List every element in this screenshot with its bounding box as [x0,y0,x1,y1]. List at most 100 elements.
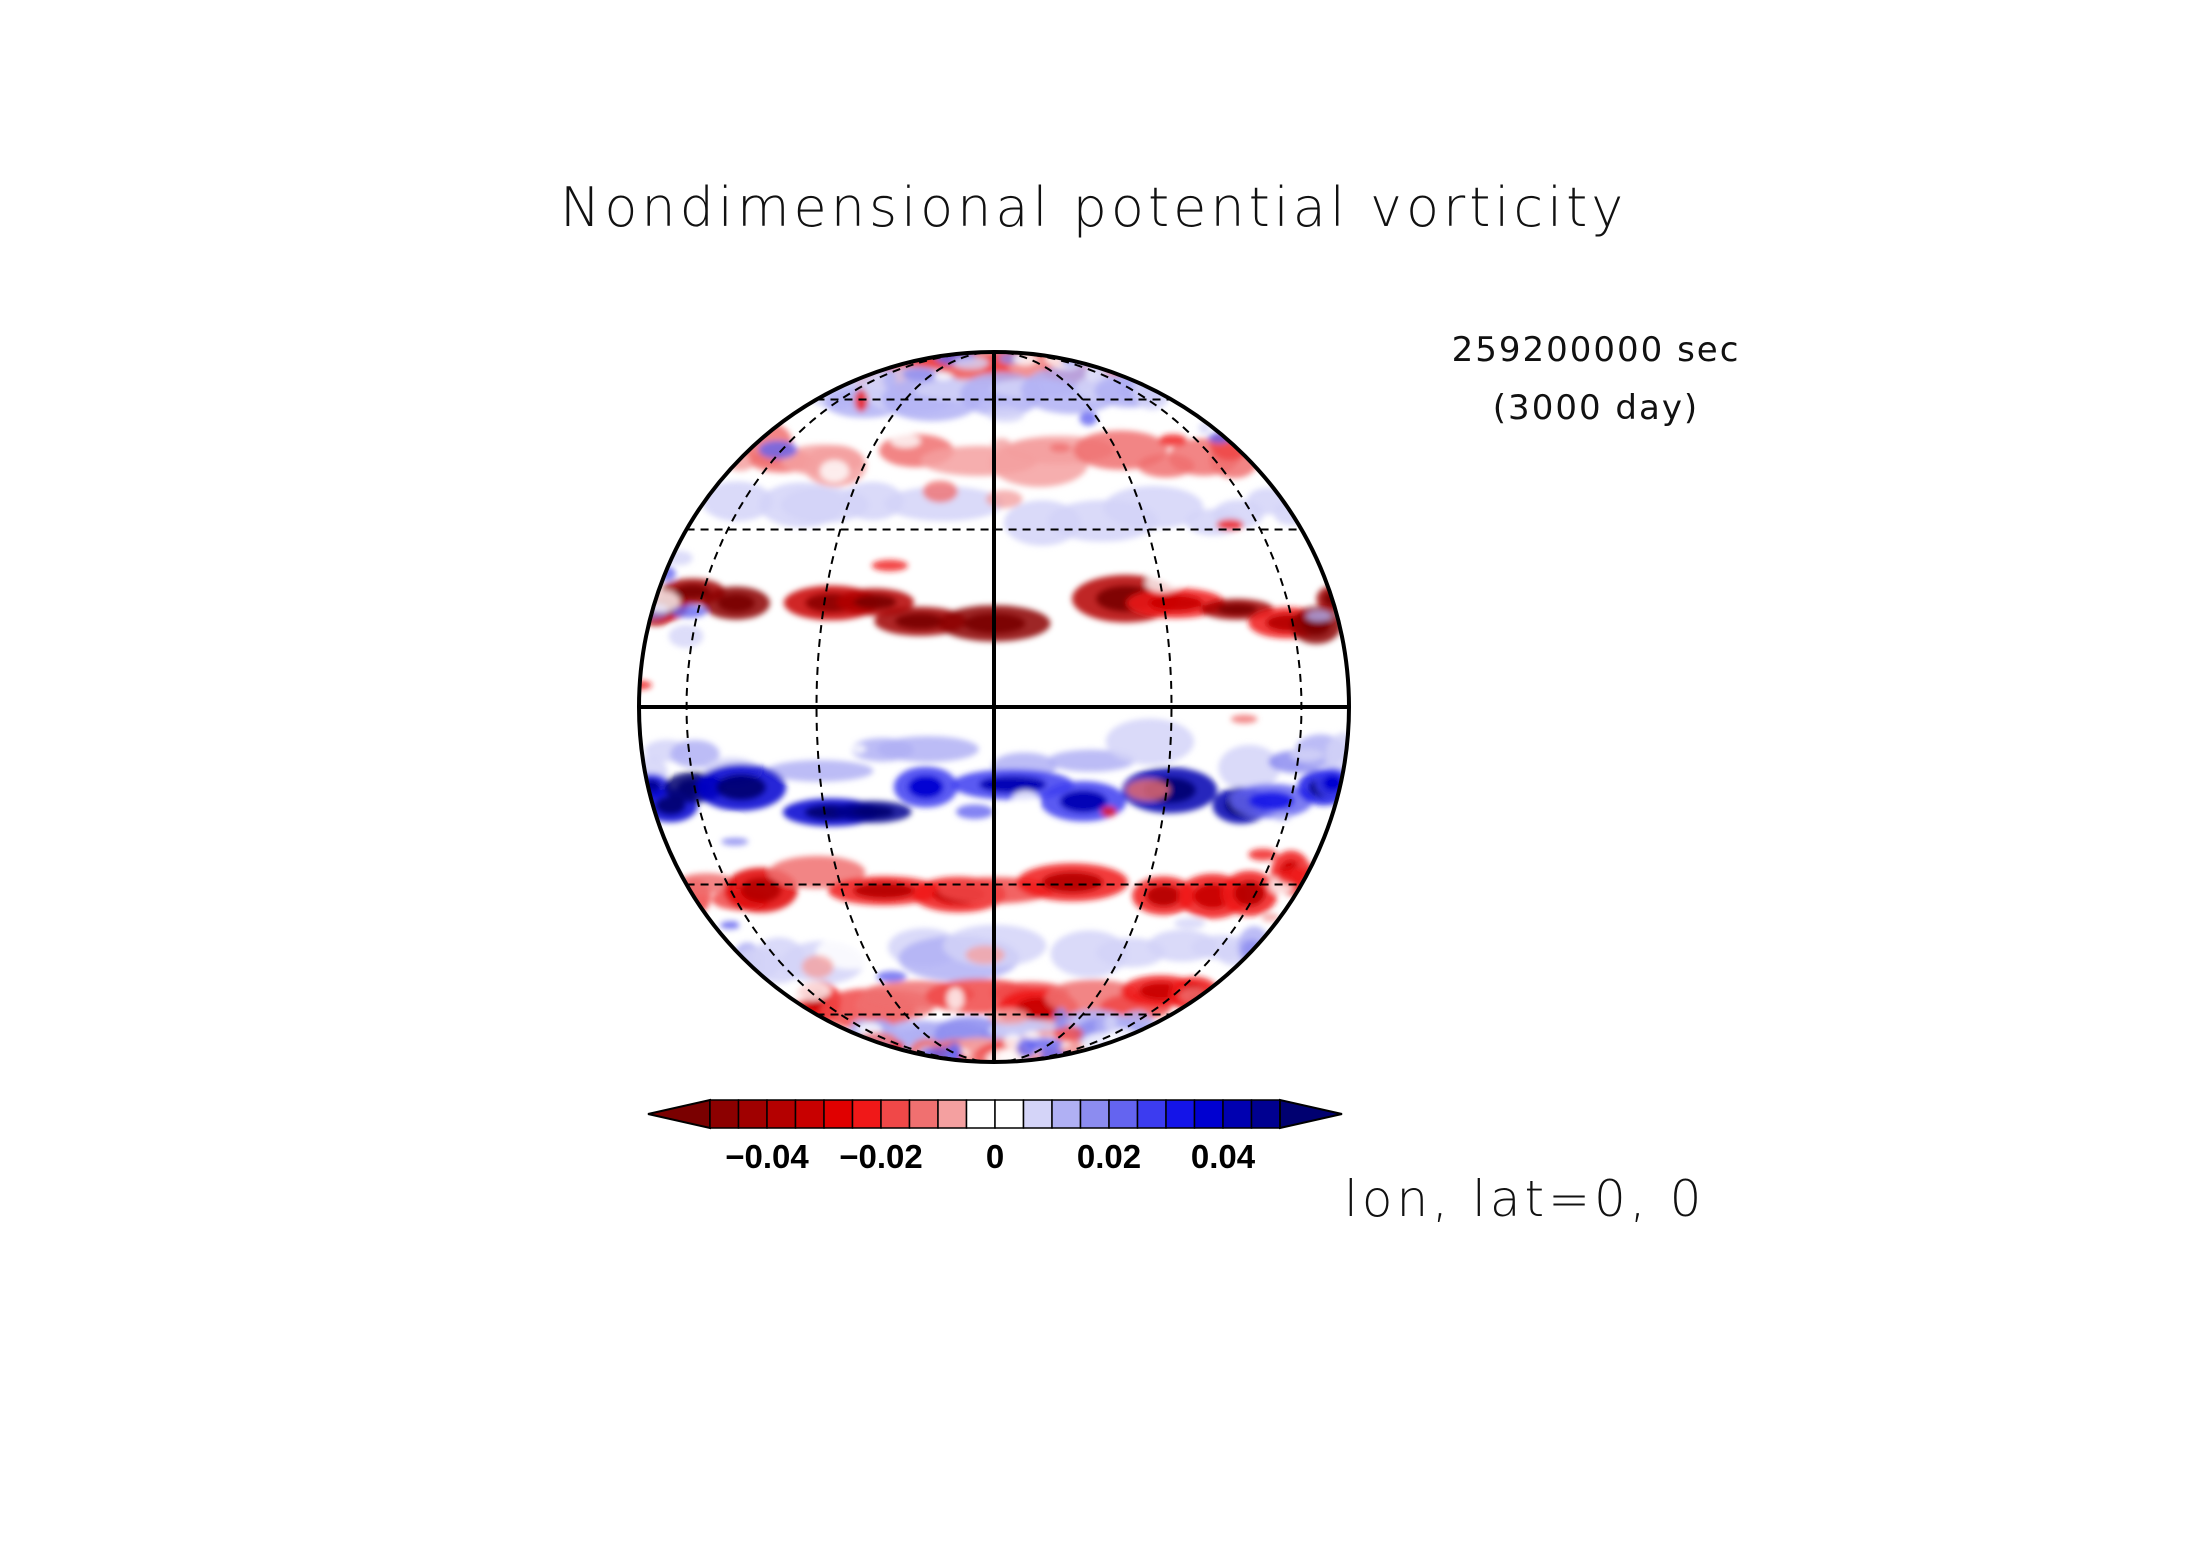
field-eddy [871,559,908,572]
colorbar-cell [908,1099,939,1129]
longitude-line [815,352,995,1062]
field-patch [676,873,736,894]
time-days-label: (3000 day) [1492,388,1700,428]
field-patch-core [908,775,944,799]
field-eddy [854,389,868,412]
projection-center-label: lon, lat=0, 0 [1344,1170,1706,1228]
field-eddy [1049,442,1071,453]
equator-meridian-lines [639,352,1349,1062]
field-eddy [1261,913,1280,922]
field-eddy [987,407,1025,423]
field-eddy [876,971,907,983]
colorbar-cell [1108,1099,1139,1129]
field-patch-core [979,776,1046,793]
colorbar-max-extend [1279,1098,1343,1130]
field-eddy [1013,676,1046,697]
colorbar-min-extend [647,1098,711,1130]
colorbar-cell [1079,1099,1110,1129]
colorbar-cell [994,1099,1025,1129]
field-patch [670,740,720,768]
field-eddy [933,372,953,381]
field-eddy [1079,411,1098,426]
field-patch-core [740,877,782,903]
field-patch [841,481,904,521]
colorbar-cell [737,1099,768,1129]
field-patch [701,481,773,522]
colorbar-tick-label: −0.04 [725,1138,809,1175]
colorbar-cell [766,1099,797,1129]
field-eddy [668,624,704,648]
field-patch [768,855,866,889]
field-patch-core [1041,871,1103,893]
field-eddy [1174,917,1206,929]
colorbar-cell [851,1099,882,1129]
field-eddy [642,590,680,613]
field-eddy [1158,434,1187,447]
field-eddy [1101,806,1117,817]
field-patch-core [851,805,895,818]
colorbar-tick-label: 0.02 [1077,1138,1141,1175]
field-patch-core [1248,791,1295,811]
field-eddy [1273,812,1291,821]
colorbar-cell [937,1099,968,1129]
field-patch-core [853,882,916,899]
field-patch [815,935,890,970]
colorbar-cell [965,1099,996,1129]
field-patch [884,486,1004,522]
field-patch [877,736,979,763]
field-eddy [741,537,778,557]
field-eddy [890,434,921,448]
longitude-line [993,352,1173,1062]
field-eddy [719,920,740,930]
field-patch-core [853,594,897,610]
field-eddy [1305,610,1331,622]
colorbar-cell [880,1099,911,1129]
field-patch [1047,749,1135,772]
colorbar-cell [1193,1099,1224,1129]
colorbar-tick-label: 0 [986,1138,1004,1175]
field-eddy [850,744,867,754]
field-patch-core [1146,885,1181,907]
colorbar-cell [1022,1099,1053,1129]
field-patch-core [1059,790,1107,813]
field-eddy [988,1008,1029,1025]
colorbar-cell [1222,1099,1253,1129]
field-eddy [992,438,1011,449]
field-patch-core [1217,603,1258,616]
time-seconds-label: 259200000 sec [1451,330,1741,370]
field-eddy [819,459,850,482]
field-patch-core [1233,881,1265,906]
field-eddy [724,817,742,834]
field-eddy [1012,790,1039,808]
field-patch-core [640,778,662,793]
colorbar-cell [1136,1099,1167,1129]
field-eddy [1054,1007,1068,1029]
field-eddy [1053,1025,1084,1043]
field-patch-core [716,774,766,801]
colorbar-cell [1051,1099,1082,1129]
field-eddy [965,945,1005,965]
field-patch [1218,744,1281,791]
field-eddy [1126,779,1171,801]
field-eddy [1145,574,1181,593]
colorbar: −0.04 −0.02 0 0.02 0.04 [647,1098,1343,1175]
field-patch-core [655,796,686,815]
field-eddy [953,356,990,370]
colorbar-cell [1165,1099,1196,1129]
field-eddy [801,955,834,979]
field-eddy [956,804,994,820]
field-patch-core [895,613,946,630]
colorbar-cell [794,1099,825,1129]
field-patch-core [1322,774,1343,792]
field-patch [1105,718,1195,765]
field-eddy [1230,714,1258,724]
field-eddy [1104,1015,1117,1034]
field-patch [1103,485,1204,529]
field-eddy [985,490,1023,509]
colorbar-cell [709,1099,740,1129]
field-eddy [721,837,749,846]
colorbar-cell [823,1099,854,1129]
field-patch [1325,732,1349,778]
field-patch-core [1148,594,1203,612]
